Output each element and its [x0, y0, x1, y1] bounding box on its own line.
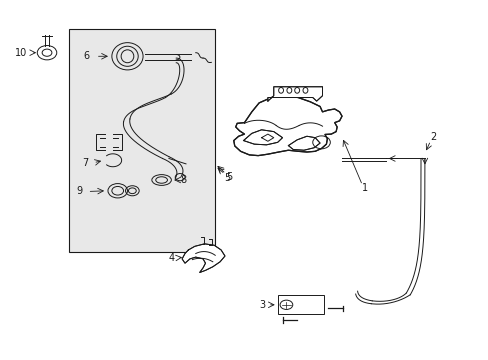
Text: 7: 7	[82, 158, 89, 168]
Text: 4: 4	[168, 253, 175, 263]
Text: 5: 5	[225, 172, 232, 183]
Bar	[69, 30, 215, 252]
Text: 6: 6	[83, 51, 89, 61]
Text: 2: 2	[429, 132, 435, 142]
Text: 9: 9	[76, 186, 82, 197]
Text: 10: 10	[15, 48, 27, 58]
Text: 5: 5	[224, 173, 230, 183]
Text: 3: 3	[259, 300, 264, 310]
Bar	[277, 296, 324, 314]
Polygon shape	[267, 87, 322, 101]
Polygon shape	[288, 136, 320, 150]
Polygon shape	[243, 130, 282, 145]
Polygon shape	[233, 96, 341, 156]
Polygon shape	[182, 244, 224, 273]
Text: 1: 1	[361, 183, 367, 193]
Text: 8: 8	[180, 175, 186, 185]
